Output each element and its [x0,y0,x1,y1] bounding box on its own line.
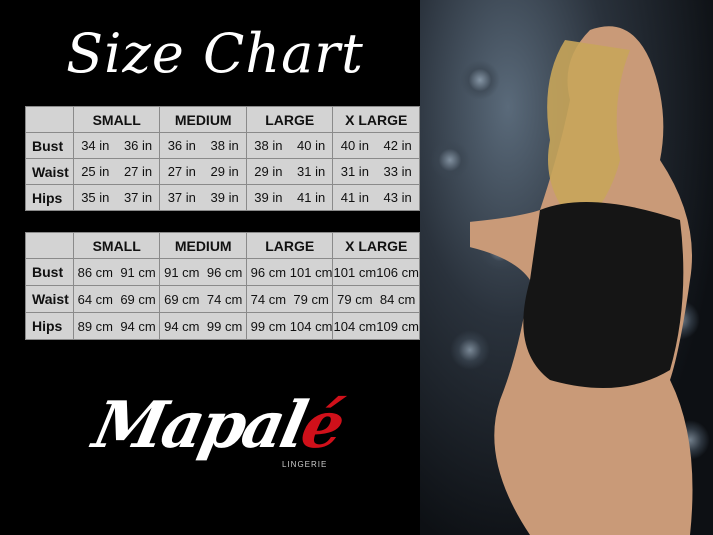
measurement-cell: 79 cm [289,285,334,313]
measurement-cell: 106 cm [376,258,421,286]
measurement-cell: 27 in [159,158,204,185]
measurement-cell: 91 cm [116,258,161,286]
measurement-cell: 69 cm [159,285,204,313]
table-row: Bust 86 cm 91 cm 91 cm 96 cm 96 cm 101 cm 101 c… [25,258,421,286]
measurement-cell: 29 in [245,158,290,185]
table-row: Waist 25 in 27 in 27 in 29 in 29 in 31 in 31 in… [25,158,421,185]
row-label: Hips [25,184,74,211]
row-label: Hips [25,312,74,340]
size-header: SMALL [72,106,161,133]
measurement-cell: 40 in [332,132,377,159]
measurement-cell: 99 cm [245,312,290,340]
measurement-cell: 25 in [72,158,117,185]
table-row: Hips 35 in 37 in 37 in 39 in 39 in 41 in 41 in 4… [25,184,421,211]
measurement-cell: 74 cm [245,285,290,313]
measurement-cell: 43 in [376,184,421,211]
measurement-cell: 42 in [376,132,421,159]
measurement-cell: 39 in [245,184,290,211]
logo-tagline: LINGERIE [282,460,328,469]
measurement-cell: 74 cm [203,285,248,313]
measurement-cell: 94 cm [159,312,204,340]
size-table-inches: SMALL MEDIUM LARGE X LARGE Bust 34 in 36 i… [25,106,421,211]
brand-logo: Mapalé LINGERIE [87,388,349,469]
measurement-cell: 79 cm [332,285,377,313]
measurement-cell: 109 cm [376,312,421,340]
measurement-cell: 36 in [116,132,161,159]
measurement-cell: 34 in [72,132,117,159]
measurement-cell: 31 in [289,158,334,185]
measurement-cell: 41 in [332,184,377,211]
measurement-cell: 86 cm [72,258,117,286]
measurement-cell: 94 cm [116,312,161,340]
measurement-cell: 38 in [245,132,290,159]
measurement-cell: 69 cm [116,285,161,313]
size-header: SMALL [72,232,161,259]
measurement-cell: 96 cm [245,258,290,286]
table-row: Waist 64 cm 69 cm 69 cm 74 cm 74 cm 79 cm 79 cm… [25,285,421,313]
row-label: Waist [25,158,74,185]
measurement-cell: 99 cm [203,312,248,340]
table-row: Hips 89 cm 94 cm 94 cm 99 cm 99 cm 104 cm 104 c… [25,312,421,340]
measurement-cell: 96 cm [203,258,248,286]
measurement-cell: 91 cm [159,258,204,286]
measurement-cell: 38 in [203,132,248,159]
measurement-cell: 39 in [203,184,248,211]
measurement-cell: 101 cm [289,258,334,286]
measurement-cell: 104 cm [289,312,334,340]
measurement-cell: 27 in [116,158,161,185]
size-header: X LARGE [332,106,420,133]
size-header: LARGE [245,106,334,133]
table-header-row: SMALL MEDIUM LARGE X LARGE [25,232,420,259]
row-label: Waist [25,285,74,313]
page-title: Size Chart [66,22,364,85]
measurement-cell: 31 in [332,158,377,185]
size-table-cm: SMALL MEDIUM LARGE X LARGE Bust 86 cm 91 c… [25,232,421,340]
row-label: Bust [25,132,74,159]
table-header-row: SMALL MEDIUM LARGE X LARGE [25,106,420,133]
measurement-cell: 64 cm [72,285,117,313]
measurement-cell: 89 cm [72,312,117,340]
size-header: X LARGE [332,232,420,259]
size-header: MEDIUM [159,232,247,259]
measurement-cell: 37 in [159,184,204,211]
measurement-cell: 84 cm [376,285,421,313]
measurement-cell: 33 in [376,158,421,185]
measurement-cell: 41 in [289,184,334,211]
row-label: Bust [25,258,74,286]
measurement-cell: 101 cm [332,258,377,286]
measurement-cell: 104 cm [332,312,377,340]
measurement-cell: 40 in [289,132,334,159]
size-header: LARGE [245,232,334,259]
measurement-cell: 35 in [72,184,117,211]
table-row: Bust 34 in 36 in 36 in 38 in 38 in 40 in 40 in 4… [25,132,421,159]
measurement-cell: 36 in [159,132,204,159]
model-figure [470,26,693,535]
measurement-cell: 29 in [203,158,248,185]
size-header: MEDIUM [159,106,247,133]
measurement-cell: 37 in [116,184,161,211]
